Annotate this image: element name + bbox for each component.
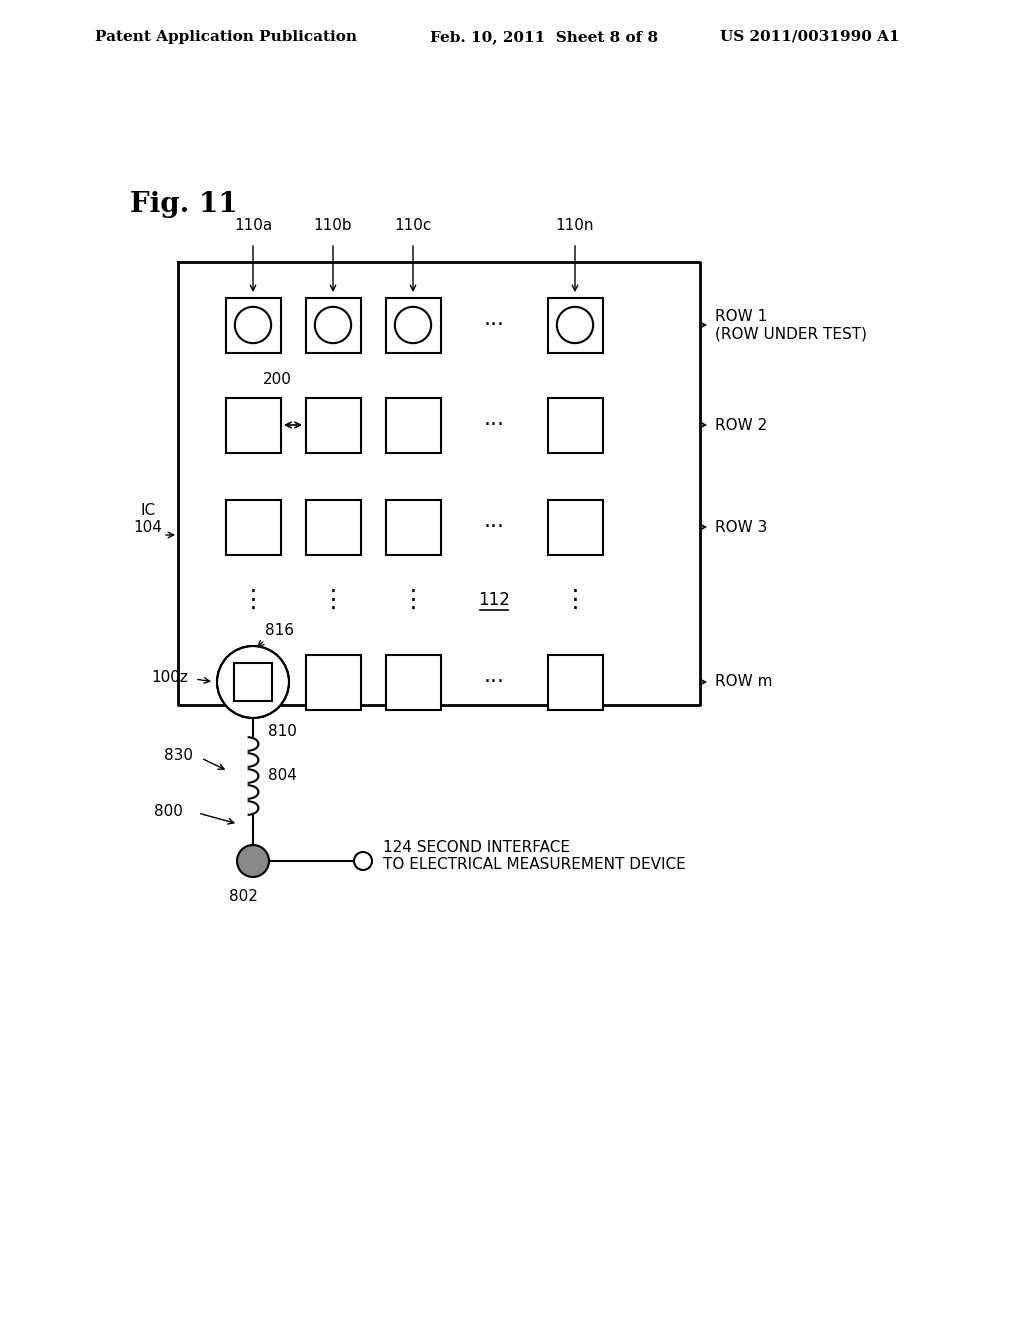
- Bar: [225, 297, 281, 352]
- Text: ⋮: ⋮: [241, 587, 265, 612]
- Bar: [548, 499, 602, 554]
- Bar: [305, 397, 360, 453]
- Bar: [385, 397, 440, 453]
- Text: Fig. 11: Fig. 11: [130, 191, 238, 219]
- Bar: [305, 297, 360, 352]
- Text: 804: 804: [268, 768, 297, 784]
- Bar: [548, 397, 602, 453]
- Text: ⋮: ⋮: [321, 587, 345, 612]
- Text: ROW m: ROW m: [715, 675, 772, 689]
- Text: 100z: 100z: [152, 669, 188, 685]
- Text: 800: 800: [155, 804, 183, 818]
- Text: 200: 200: [263, 372, 292, 387]
- Circle shape: [395, 306, 431, 343]
- Bar: [548, 297, 602, 352]
- Text: ···: ···: [483, 517, 505, 537]
- Text: ···: ···: [483, 672, 505, 692]
- Circle shape: [217, 645, 289, 718]
- Circle shape: [314, 306, 351, 343]
- Text: 110b: 110b: [313, 218, 352, 234]
- Text: ROW 1
(ROW UNDER TEST): ROW 1 (ROW UNDER TEST): [715, 309, 867, 341]
- Bar: [234, 663, 272, 701]
- Bar: [385, 655, 440, 710]
- Text: 802: 802: [228, 888, 257, 904]
- Bar: [305, 655, 360, 710]
- Text: ⋮: ⋮: [400, 587, 426, 612]
- Text: 816: 816: [265, 623, 294, 638]
- Text: ROW 2: ROW 2: [715, 417, 767, 433]
- Text: Patent Application Publication: Patent Application Publication: [95, 30, 357, 44]
- Text: ···: ···: [483, 315, 505, 335]
- Text: US 2011/0031990 A1: US 2011/0031990 A1: [720, 30, 900, 44]
- Bar: [385, 297, 440, 352]
- Text: 810: 810: [268, 723, 297, 738]
- Text: 112: 112: [478, 591, 510, 609]
- Text: Feb. 10, 2011  Sheet 8 of 8: Feb. 10, 2011 Sheet 8 of 8: [430, 30, 658, 44]
- Text: 110c: 110c: [394, 218, 432, 234]
- Text: ···: ···: [483, 414, 505, 436]
- Text: IC
104: IC 104: [133, 503, 163, 535]
- Text: 110n: 110n: [556, 218, 594, 234]
- Circle shape: [557, 306, 593, 343]
- Bar: [385, 499, 440, 554]
- Text: ROW 3: ROW 3: [715, 520, 767, 535]
- Circle shape: [234, 306, 271, 343]
- Circle shape: [237, 845, 269, 876]
- Text: ⋮: ⋮: [562, 587, 588, 612]
- Bar: [225, 397, 281, 453]
- Bar: [548, 655, 602, 710]
- Text: 110a: 110a: [233, 218, 272, 234]
- Bar: [225, 499, 281, 554]
- Bar: [305, 499, 360, 554]
- Text: 830: 830: [164, 748, 193, 763]
- Text: 124 SECOND INTERFACE
TO ELECTRICAL MEASUREMENT DEVICE: 124 SECOND INTERFACE TO ELECTRICAL MEASU…: [383, 840, 686, 873]
- Circle shape: [354, 851, 372, 870]
